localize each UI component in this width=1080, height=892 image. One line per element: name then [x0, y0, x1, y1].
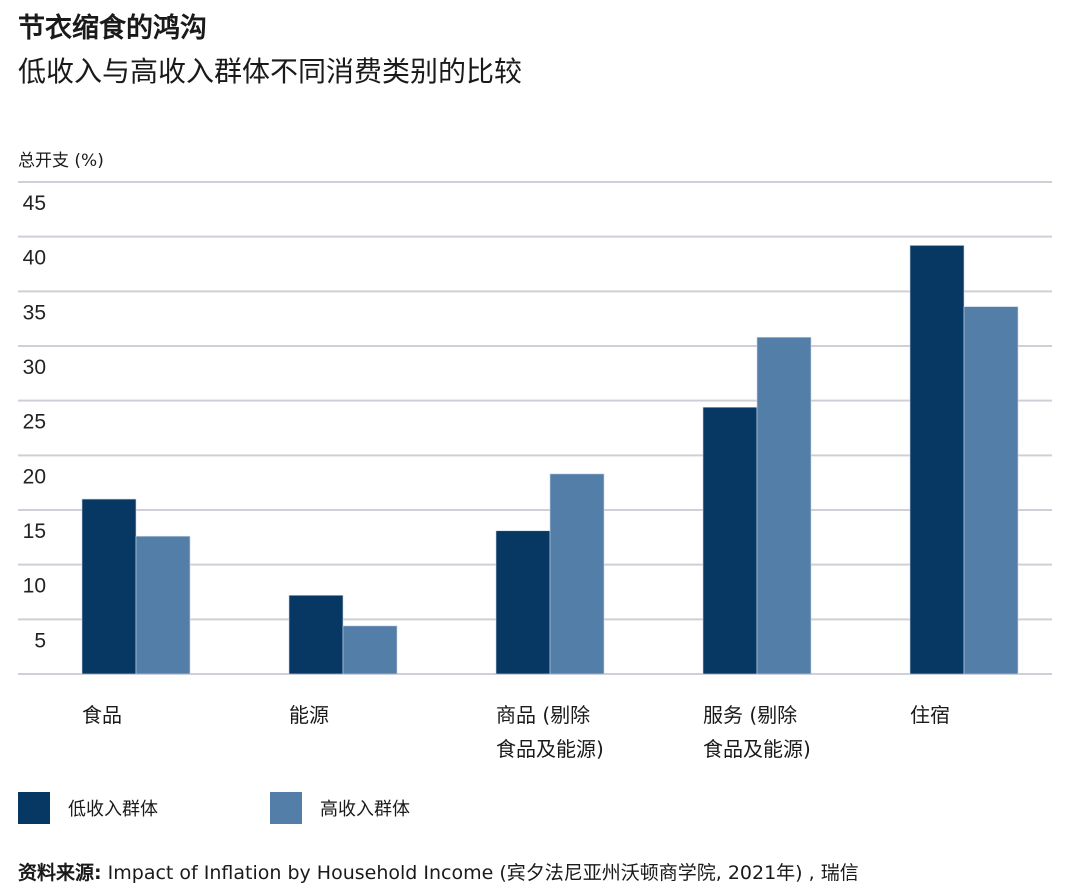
legend-swatch-low — [18, 792, 50, 824]
y-tick-label: 10 — [23, 575, 46, 598]
x-tick-label: 能源 — [289, 703, 329, 727]
bar-high-income — [135, 535, 191, 675]
bar-high-income — [549, 473, 605, 675]
legend-item-low: 低收入群体 — [18, 792, 158, 824]
y-tick-label: 30 — [23, 356, 46, 379]
chart-title: 节衣缩食的鸿沟 — [18, 13, 207, 44]
y-tick-label: 40 — [23, 247, 46, 270]
y-tick-label: 45 — [23, 192, 46, 215]
bar-high-income — [963, 306, 1019, 675]
bar-low-income — [81, 498, 137, 675]
source-note: 资料来源: Impact of Inflation by Household I… — [18, 858, 859, 885]
bar-low-income — [909, 245, 965, 675]
bar-low-income — [495, 530, 551, 675]
bar-low-income — [702, 406, 758, 675]
bar-high-income — [342, 625, 398, 675]
y-tick-label: 35 — [23, 301, 46, 324]
x-tick-label: 住宿 — [910, 703, 950, 727]
y-tick-label: 20 — [23, 465, 46, 488]
x-tick-label: 商品 (剔除食品及能源) — [496, 703, 604, 761]
x-tick-label: 食品 — [82, 703, 122, 727]
y-tick-label: 25 — [23, 411, 46, 434]
bar-high-income — [756, 336, 812, 675]
source-label: 资料来源: — [18, 862, 102, 884]
y-axis-label: 总开支 (%) — [18, 151, 104, 171]
y-tick-label: 15 — [23, 520, 46, 543]
bar-low-income — [288, 594, 344, 675]
legend-label-high: 高收入群体 — [320, 799, 410, 820]
y-tick-label: 5 — [34, 629, 46, 652]
chart-subtitle: 低收入与高收入群体不同消费类别的比较 — [18, 55, 523, 88]
legend-label-low: 低收入群体 — [68, 799, 158, 820]
x-tick-label: 服务 (剔除食品及能源) — [703, 703, 811, 761]
legend-swatch-high — [270, 792, 302, 824]
source-text: Impact of Inflation by Household Income … — [101, 862, 859, 884]
legend-item-high: 高收入群体 — [270, 792, 410, 824]
